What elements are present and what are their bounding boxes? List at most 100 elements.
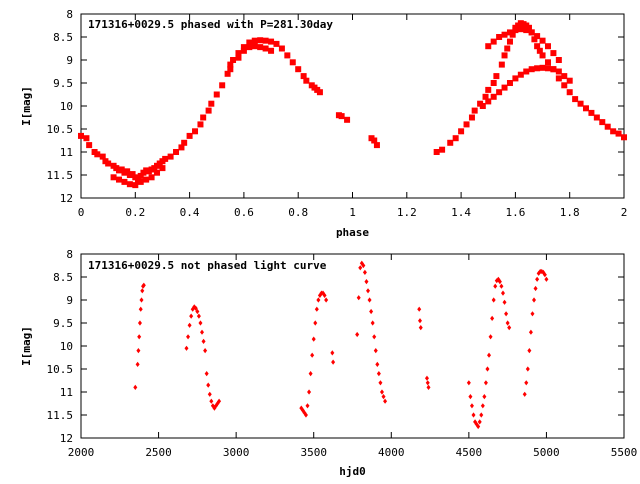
data-point xyxy=(162,155,169,162)
data-point xyxy=(417,318,422,324)
x-tick-label: 2 xyxy=(621,206,628,219)
data-point xyxy=(209,398,214,404)
x-tick-label: 2000 xyxy=(68,446,95,459)
data-point xyxy=(528,29,535,36)
data-point xyxy=(257,37,264,44)
data-point xyxy=(362,269,367,275)
data-point xyxy=(204,371,209,377)
data-point xyxy=(210,403,215,409)
data-point xyxy=(313,320,318,326)
y-tick-label: 8 xyxy=(66,248,73,261)
data-point xyxy=(425,380,430,386)
data-point xyxy=(534,43,541,50)
data-point xyxy=(534,33,541,40)
data-point xyxy=(110,174,117,181)
x-tick-label: 1.2 xyxy=(397,206,417,219)
data-point xyxy=(501,31,508,38)
data-point xyxy=(300,73,307,80)
data-point xyxy=(496,89,503,96)
x-tick-label: 0.4 xyxy=(180,206,200,219)
data-point xyxy=(86,142,93,149)
data-point xyxy=(566,89,573,96)
x-tick-label: 1 xyxy=(349,206,356,219)
data-point xyxy=(534,65,541,72)
data-point xyxy=(137,172,144,179)
data-point xyxy=(490,315,495,321)
data-point xyxy=(369,308,374,315)
data-point xyxy=(193,305,198,311)
data-point xyxy=(143,176,150,183)
data-point xyxy=(173,149,180,155)
data-point xyxy=(189,313,194,319)
y-axis-label: I[mag] xyxy=(20,326,33,366)
data-point xyxy=(504,45,511,52)
data-point xyxy=(533,285,538,292)
data-point xyxy=(512,75,519,82)
data-point xyxy=(483,380,488,386)
data-point xyxy=(246,39,253,46)
data-point xyxy=(257,44,264,51)
data-point xyxy=(300,407,305,413)
data-point xyxy=(480,403,485,409)
data-point xyxy=(550,66,557,73)
data-point xyxy=(572,96,579,103)
data-point xyxy=(361,262,366,269)
data-point xyxy=(473,419,478,425)
data-point xyxy=(311,336,316,342)
data-point xyxy=(303,412,308,418)
data-point xyxy=(566,77,573,84)
data-point xyxy=(528,66,535,73)
data-point xyxy=(593,114,600,121)
data-point xyxy=(539,52,546,59)
data-point xyxy=(378,380,383,386)
data-point xyxy=(192,304,197,310)
data-point xyxy=(208,100,215,107)
phased-light-curve-panel: 0 0.2 0.4 0.6 0.8 1 1.2 1.4 1.6 1.8 2 8 8.5 9 9.5 10 10.… xyxy=(20,8,627,239)
y-tick-label: 8.5 xyxy=(53,271,73,284)
x-tick-label: 4000 xyxy=(378,446,405,459)
data-point xyxy=(375,361,380,367)
data-point xyxy=(417,306,422,312)
y-tick-label: 11.5 xyxy=(47,169,74,182)
data-point xyxy=(316,297,321,303)
x-axis-label: hjd0 xyxy=(339,465,366,478)
x-tick-label: 3500 xyxy=(300,446,327,459)
data-point xyxy=(500,290,505,296)
data-point xyxy=(78,132,84,139)
data-point xyxy=(535,276,540,282)
data-point xyxy=(126,181,133,188)
x-axis-label: phase xyxy=(336,226,369,239)
data-point xyxy=(485,98,492,105)
data-point xyxy=(544,59,551,66)
data-point xyxy=(588,109,595,116)
data-point xyxy=(358,265,363,271)
data-point xyxy=(316,89,323,96)
data-point xyxy=(496,34,503,40)
data-point xyxy=(466,380,471,386)
data-point xyxy=(321,290,326,296)
data-point xyxy=(159,165,166,172)
data-point xyxy=(621,134,627,141)
data-point xyxy=(476,423,481,430)
data-point xyxy=(338,113,345,120)
data-point xyxy=(498,61,505,68)
data-point xyxy=(528,329,533,335)
data-point xyxy=(577,100,584,107)
y-tick-label: 11.5 xyxy=(47,409,74,422)
data-point xyxy=(610,128,617,135)
data-point xyxy=(310,352,315,358)
data-point xyxy=(186,334,191,340)
data-point xyxy=(379,389,384,395)
data-point xyxy=(137,334,142,340)
data-point xyxy=(497,279,502,285)
data-point xyxy=(240,47,247,54)
data-point xyxy=(217,398,222,404)
data-point xyxy=(447,139,454,146)
data-point xyxy=(190,306,195,312)
data-point xyxy=(527,348,532,354)
data-point xyxy=(544,43,551,50)
data-point xyxy=(224,70,231,77)
data-point xyxy=(289,59,296,66)
data-point xyxy=(305,403,310,409)
